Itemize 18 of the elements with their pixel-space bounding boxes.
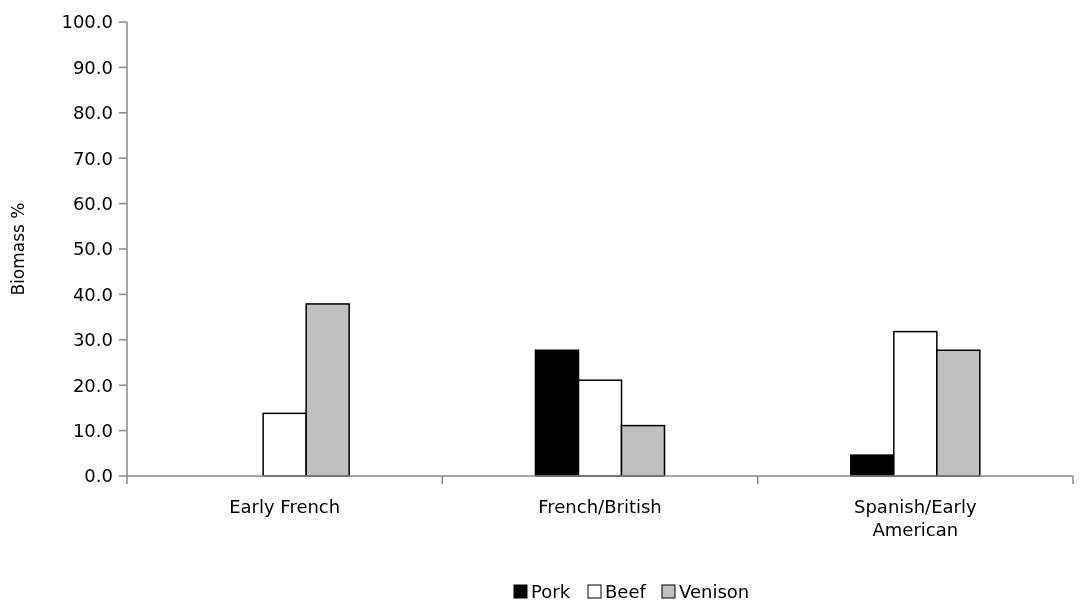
y-tick-label: 0.0 — [84, 465, 113, 487]
y-tick-label: 40.0 — [72, 283, 113, 305]
legend-label: Pork — [531, 581, 571, 602]
x-tick-label: French/British — [538, 496, 662, 517]
y-tick-label: 20.0 — [72, 374, 113, 396]
x-tick-label: Early French — [229, 496, 341, 517]
legend-label: Beef — [605, 581, 647, 602]
y-tick-label: 100.0 — [61, 11, 113, 33]
y-tick-label: 90.0 — [72, 56, 113, 78]
legend-label: Venison — [679, 581, 750, 602]
y-axis-title: Biomass % — [8, 202, 28, 296]
y-tick-label: 60.0 — [72, 192, 113, 214]
y-tick-label: 30.0 — [72, 329, 113, 351]
y-tick-label: 10.0 — [72, 419, 113, 441]
y-tick-label: 50.0 — [72, 238, 113, 260]
y-tick-label: 80.0 — [72, 102, 113, 124]
x-tick-label: Spanish/Early American — [854, 496, 977, 540]
y-tick-label: 70.0 — [72, 147, 113, 169]
